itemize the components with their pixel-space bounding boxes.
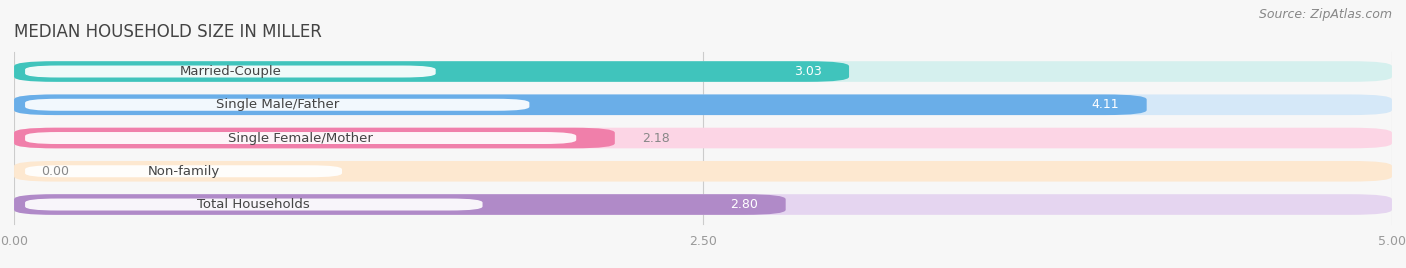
FancyBboxPatch shape [25, 132, 576, 144]
FancyBboxPatch shape [14, 61, 1392, 82]
Text: Source: ZipAtlas.com: Source: ZipAtlas.com [1258, 8, 1392, 21]
FancyBboxPatch shape [14, 161, 1392, 182]
Text: Single Male/Father: Single Male/Father [215, 98, 339, 111]
Text: Total Households: Total Households [197, 198, 311, 211]
Text: 4.11: 4.11 [1091, 98, 1119, 111]
FancyBboxPatch shape [25, 66, 436, 77]
Text: Married-Couple: Married-Couple [180, 65, 281, 78]
Text: 3.03: 3.03 [794, 65, 821, 78]
Text: 2.80: 2.80 [730, 198, 758, 211]
FancyBboxPatch shape [25, 99, 530, 111]
FancyBboxPatch shape [14, 194, 786, 215]
FancyBboxPatch shape [14, 194, 1392, 215]
Text: 0.00: 0.00 [42, 165, 70, 178]
FancyBboxPatch shape [14, 94, 1147, 115]
FancyBboxPatch shape [14, 94, 1392, 115]
Text: 2.18: 2.18 [643, 132, 671, 144]
FancyBboxPatch shape [25, 199, 482, 210]
FancyBboxPatch shape [14, 61, 849, 82]
Text: Single Female/Mother: Single Female/Mother [228, 132, 373, 144]
Text: Non-family: Non-family [148, 165, 219, 178]
FancyBboxPatch shape [14, 128, 614, 148]
Text: MEDIAN HOUSEHOLD SIZE IN MILLER: MEDIAN HOUSEHOLD SIZE IN MILLER [14, 23, 322, 41]
FancyBboxPatch shape [14, 128, 1392, 148]
FancyBboxPatch shape [25, 165, 342, 177]
